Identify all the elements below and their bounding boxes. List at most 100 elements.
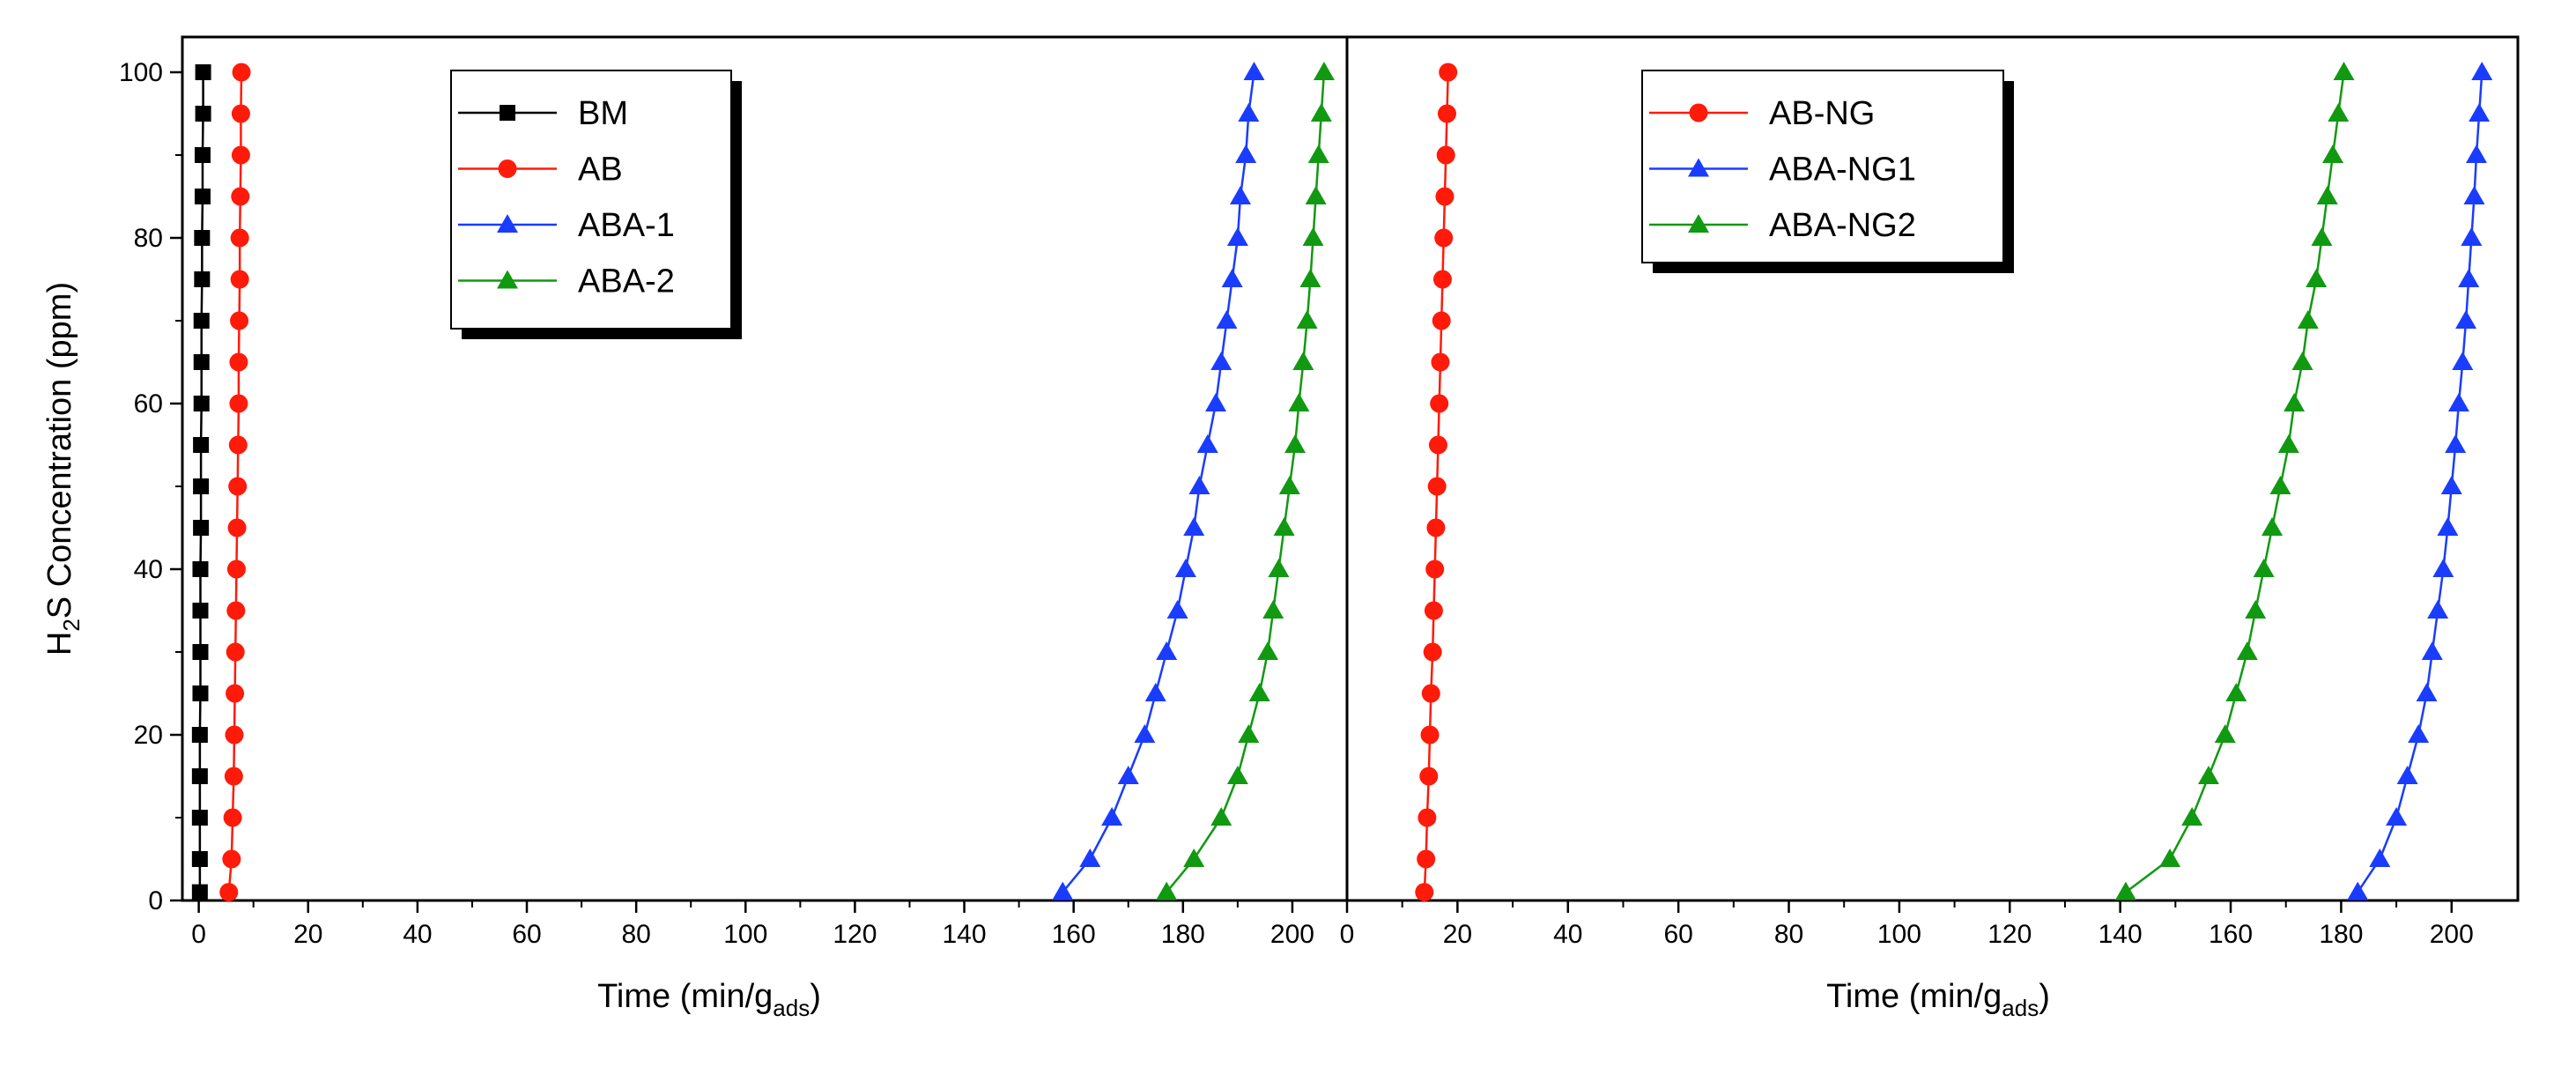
data-point: [1196, 434, 1218, 453]
x-tick-label: 40: [403, 920, 432, 949]
data-point: [1248, 683, 1270, 701]
data-point: [2396, 766, 2418, 784]
x-tick-label: 80: [1774, 920, 1803, 949]
data-point: [227, 518, 247, 537]
data-point: [226, 642, 245, 662]
right-plot-frame: [1345, 35, 2520, 902]
left-series-group: [191, 62, 1335, 902]
data-point: [2421, 641, 2443, 660]
data-point: [225, 725, 244, 745]
data-point: [1292, 352, 1314, 370]
data-point: [1226, 227, 1248, 246]
data-point: [2427, 600, 2449, 619]
data-point: [194, 271, 211, 287]
data-point: [2347, 881, 2369, 900]
y-tick-label: 80: [134, 224, 163, 253]
data-point: [1307, 144, 1329, 163]
data-point: [2440, 476, 2462, 494]
left-panel: 0 20 40 60 80 100 120 140 160 180 200 0 20 40 60 80 100…: [41, 35, 1349, 1021]
legend-marker: [500, 105, 515, 121]
data-point: [1439, 63, 1458, 82]
data-point: [2114, 881, 2136, 900]
data-point: [1421, 684, 1440, 703]
data-point: [193, 313, 210, 329]
data-point: [2214, 724, 2236, 743]
data-point: [2471, 62, 2493, 80]
x-tick-label: 40: [1553, 920, 1582, 949]
x-tick-label: 20: [1443, 920, 1472, 949]
legend-item: ABA-1: [458, 207, 675, 244]
data-point: [2284, 393, 2306, 411]
x-tick-label: 120: [833, 920, 877, 949]
data-point: [226, 559, 246, 579]
data-point: [1101, 807, 1123, 826]
data-point: [2458, 269, 2480, 287]
legend-marker: [1689, 103, 1708, 122]
data-point: [2369, 848, 2391, 867]
series-line: [1062, 71, 1255, 893]
data-point: [2261, 517, 2284, 536]
data-point: [2445, 434, 2467, 453]
data-point: [1262, 600, 1284, 619]
series-aba-1: [1052, 62, 1265, 900]
data-point: [2269, 476, 2291, 494]
data-point: [192, 685, 209, 701]
legend-marker: [497, 270, 518, 289]
legend-marker: [498, 159, 517, 178]
data-point: [228, 477, 248, 496]
data-point: [192, 603, 209, 619]
data-point: [2447, 393, 2469, 411]
data-point: [2245, 600, 2267, 619]
y-tick-label: 40: [134, 555, 163, 584]
x-tick-label: 140: [943, 920, 987, 949]
x-tick-label: 100: [723, 920, 767, 949]
data-point: [2328, 103, 2350, 122]
x-tick-label: 0: [191, 920, 206, 949]
data-point: [193, 437, 210, 453]
left-x-ticks: 0 20 40 60 80 100 120 140 160 180 200: [191, 900, 1314, 949]
x-tick-label: 200: [2430, 920, 2474, 949]
data-point: [1305, 186, 1327, 204]
data-point: [191, 810, 208, 826]
data-point: [223, 808, 242, 827]
legend-label: BM: [578, 95, 628, 132]
legend-item: ABA-2: [458, 263, 675, 300]
data-point: [1430, 394, 1449, 413]
data-point: [1428, 435, 1447, 455]
legend-item: AB: [458, 152, 623, 189]
data-point: [2159, 848, 2181, 867]
y-tick-label: 100: [119, 58, 163, 87]
data-point: [2291, 352, 2313, 370]
data-point: [1418, 808, 1437, 827]
data-point: [224, 767, 243, 786]
series-aba-ng2: [2114, 62, 2355, 900]
legend-label: ABA-NG1: [1769, 152, 1916, 189]
series-ab-ng: [1415, 63, 1458, 902]
data-point: [1296, 310, 1318, 329]
data-point: [2253, 559, 2275, 577]
data-point: [230, 228, 249, 248]
right-legend: AB-NG ABA-NG1 ABA-NG2: [1641, 70, 2014, 273]
x-tick-label: 160: [2209, 920, 2253, 949]
data-point: [1423, 642, 1442, 662]
data-point: [1183, 848, 1205, 867]
x-tick-label: 60: [512, 920, 541, 949]
data-point: [2197, 766, 2219, 784]
data-point: [1426, 518, 1446, 537]
data-point: [2465, 144, 2487, 163]
data-point: [192, 644, 209, 660]
legend-marker: [1688, 214, 1709, 233]
data-point: [1427, 477, 1447, 496]
data-point: [1235, 144, 1257, 163]
data-point: [222, 849, 241, 869]
data-point: [1432, 311, 1451, 330]
data-point: [1216, 310, 1238, 329]
data-point: [1302, 227, 1324, 246]
data-point: [231, 187, 250, 206]
data-point: [2416, 683, 2438, 701]
legend-item: BM: [458, 95, 628, 132]
data-point: [1079, 848, 1101, 867]
y-tick-label: 0: [148, 886, 163, 915]
legend-item: ABA-NG1: [1649, 152, 1916, 189]
series-line: [2125, 71, 2345, 893]
